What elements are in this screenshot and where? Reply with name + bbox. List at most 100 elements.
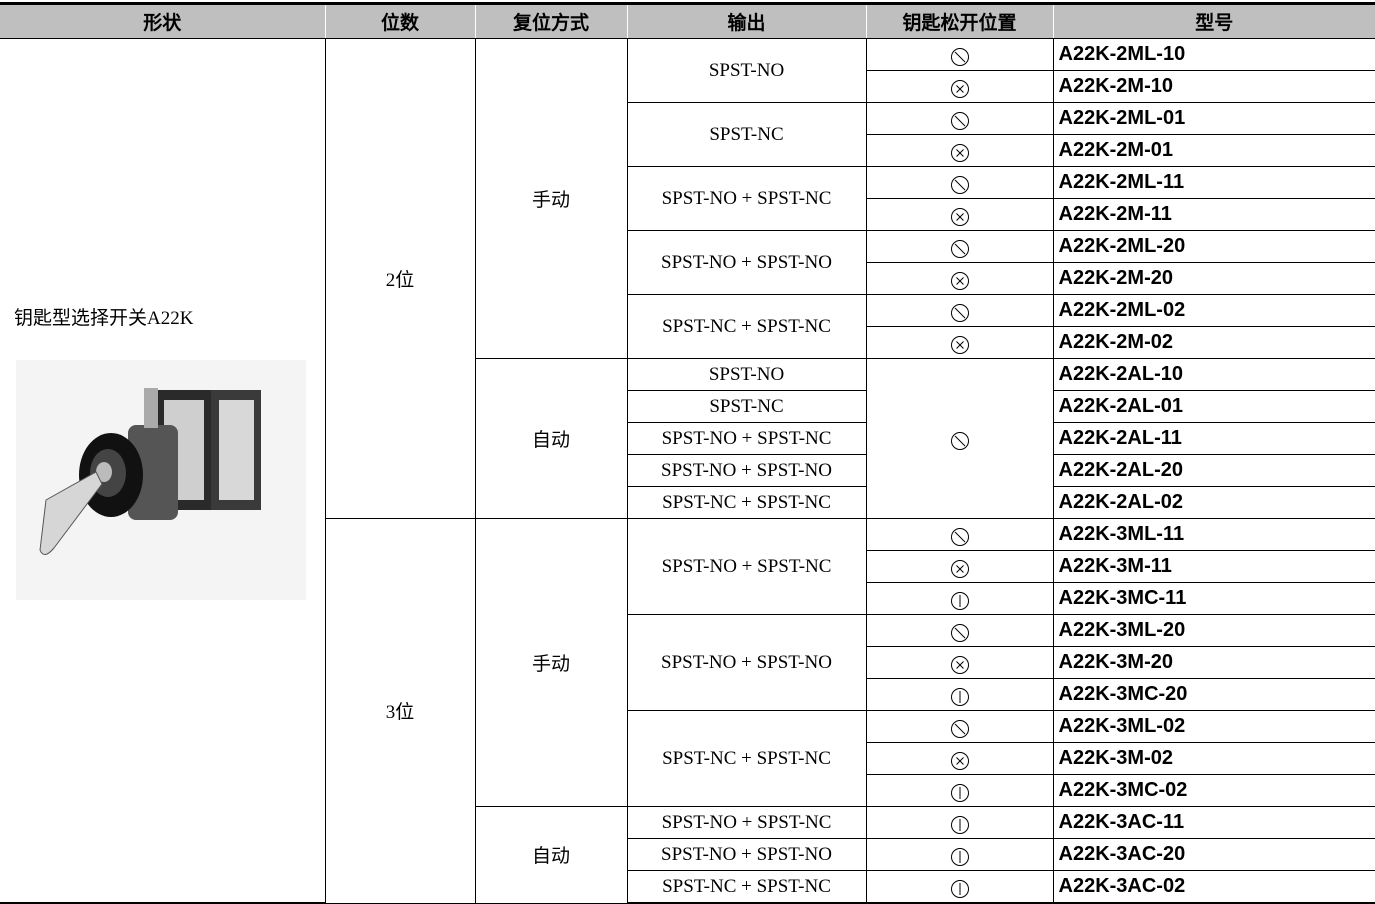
header-cell: 形状 <box>0 2 325 39</box>
model-cell: A22K-2M-01 <box>1052 134 1375 167</box>
model-cell: A22K-2AL-01 <box>1052 390 1375 423</box>
icon-cell <box>865 102 1054 135</box>
table-row: A22K-3M-02 <box>0 742 1375 775</box>
key-position-icon <box>950 239 969 258</box>
model-cell: A22K-2AL-20 <box>1052 454 1375 487</box>
key-position-icon <box>950 79 969 98</box>
table-row: SPST-NC A22K-2ML-01 <box>0 102 1375 167</box>
model-cell: A22K-3M-02 <box>1052 742 1375 775</box>
key-position-icon <box>950 623 969 642</box>
model-cell: A22K-3MC-11 <box>1052 582 1375 615</box>
header-cell: 位数 <box>324 2 475 39</box>
table-row: A22K-2M-10 <box>0 70 1375 103</box>
icon-cell <box>865 134 1054 167</box>
key-position-icon <box>950 655 969 674</box>
key-position-icon <box>950 687 969 706</box>
model-cell: A22K-2ML-02 <box>1052 294 1375 327</box>
model-cell: A22K-2ML-11 <box>1052 166 1375 199</box>
key-position-icon <box>950 751 969 770</box>
table-row: SPST-NC A22K-2AL-01 <box>0 390 1375 423</box>
model-cell: A22K-2AL-02 <box>1052 486 1375 519</box>
header-cell: 型号 <box>1052 2 1375 39</box>
model-cell: A22K-2ML-10 <box>1052 38 1375 71</box>
model-cell: A22K-3MC-02 <box>1052 774 1375 807</box>
output-cell: SPST-NO + SPST-NO <box>626 230 867 295</box>
icon-cell <box>865 678 1054 711</box>
icon-cell <box>865 518 1054 551</box>
header-cell: 复位方式 <box>474 2 627 39</box>
table-row: SPST-NO + SPST-NO A22K-2ML-20 <box>0 230 1375 295</box>
icon-cell <box>865 166 1054 199</box>
output-cell: SPST-NO + SPST-NC <box>626 166 867 231</box>
key-position-icon <box>950 559 969 578</box>
icon-cell <box>865 198 1054 231</box>
icon-cell <box>865 710 1054 743</box>
output-cell: SPST-NO + SPST-NO <box>626 838 867 871</box>
model-cell: A22K-2M-10 <box>1052 70 1375 103</box>
icon-cell <box>865 614 1054 647</box>
reset-cell: 自动 <box>474 358 628 519</box>
icon-cell <box>865 358 1054 519</box>
table-row: A22K-3M-20 <box>0 646 1375 679</box>
icon-cell <box>865 230 1054 263</box>
icon-cell <box>865 774 1054 807</box>
key-position-icon <box>950 719 969 738</box>
model-cell: A22K-3AC-02 <box>1052 870 1375 904</box>
key-position-icon <box>950 431 969 450</box>
icon-cell <box>865 806 1054 839</box>
output-cell: SPST-NC + SPST-NC <box>626 870 867 904</box>
key-position-icon <box>950 47 969 66</box>
model-cell: A22K-3M-20 <box>1052 646 1375 679</box>
positions-cell: 3位 <box>324 518 476 904</box>
key-position-icon <box>950 143 969 162</box>
shape-label: 钥匙型选择开关A22K <box>14 308 194 329</box>
model-cell: A22K-2M-20 <box>1052 262 1375 295</box>
icon-cell <box>865 838 1054 871</box>
header-cell: 钥匙松开位置 <box>865 2 1053 39</box>
key-position-icon <box>950 527 969 546</box>
key-position-icon <box>950 847 969 866</box>
table-row: SPST-NC + SPST-NC A22K-2ML-02 <box>0 294 1375 359</box>
output-cell: SPST-NO + SPST-NC <box>626 518 867 615</box>
icon-cell <box>865 870 1054 904</box>
key-position-icon <box>950 207 969 226</box>
icon-cell <box>865 582 1054 615</box>
key-position-icon <box>950 271 969 290</box>
output-cell: SPST-NO + SPST-NO <box>626 614 867 711</box>
model-cell: A22K-2AL-11 <box>1052 422 1375 455</box>
table-body: 钥匙型选择开关A22K 2位 手动 SPST-NO A22K-2ML-10 A22K-2… <box>0 38 1375 904</box>
icon-cell <box>865 326 1054 359</box>
table-row: A22K-3MC-20 <box>0 678 1375 711</box>
model-cell: A22K-3ML-20 <box>1052 614 1375 647</box>
table-row: SPST-NO + SPST-NO A22K-3AC-20 <box>0 838 1375 871</box>
key-position-icon <box>950 303 969 322</box>
model-cell: A22K-2AL-10 <box>1052 358 1375 391</box>
key-position-icon <box>950 175 969 194</box>
model-cell: A22K-3AC-20 <box>1052 838 1375 871</box>
icon-cell <box>865 262 1054 295</box>
product-image <box>16 360 306 600</box>
table-row: SPST-NC + SPST-NC A22K-3ML-02 <box>0 710 1375 807</box>
model-cell: A22K-3ML-02 <box>1052 710 1375 743</box>
shape-cell: 钥匙型选择开关A22K <box>0 38 326 904</box>
output-cell: SPST-NC + SPST-NC <box>626 294 867 359</box>
key-position-icon <box>950 879 969 898</box>
table-row: A22K-3M-11 <box>0 550 1375 583</box>
icon-cell <box>865 742 1054 775</box>
table-row: A22K-2M-02 <box>0 326 1375 359</box>
output-cell: SPST-NO + SPST-NC <box>626 422 867 455</box>
reset-cell: 手动 <box>474 518 628 807</box>
table-row: A22K-2M-01 <box>0 134 1375 167</box>
output-cell: SPST-NC + SPST-NC <box>626 486 867 519</box>
reset-cell: 手动 <box>474 38 628 359</box>
model-cell: A22K-3M-11 <box>1052 550 1375 583</box>
key-position-icon <box>950 783 969 802</box>
table-row: 钥匙型选择开关A22K 2位 手动 SPST-NO A22K-2ML-10 <box>0 38 1375 904</box>
table-row: SPST-NO + SPST-NC A22K-2ML-11 <box>0 166 1375 231</box>
output-cell: SPST-NC <box>626 102 867 167</box>
icon-cell <box>865 70 1054 103</box>
reset-cell: 自动 <box>474 806 628 904</box>
table-row: 3位 手动 SPST-NO + SPST-NC A22K-3ML-11 <box>0 518 1375 904</box>
